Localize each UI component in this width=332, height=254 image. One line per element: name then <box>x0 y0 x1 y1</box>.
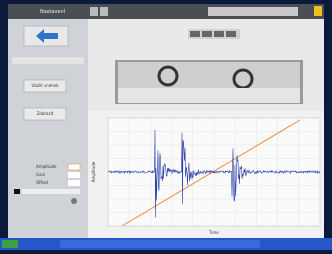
window-title: Nastavení <box>40 8 66 15</box>
field-input[interactable] <box>68 180 80 186</box>
field-label: Gain <box>36 172 46 177</box>
field-input[interactable] <box>68 164 80 170</box>
button-label: Zobrazit <box>37 111 54 116</box>
tab-strip <box>12 57 84 64</box>
image-lower <box>118 88 300 103</box>
nav-button[interactable] <box>214 31 224 37</box>
start-button[interactable] <box>2 240 18 248</box>
corner-icon[interactable] <box>314 6 322 16</box>
field-input[interactable] <box>68 172 80 178</box>
y-axis-label: Amplitude <box>91 161 96 182</box>
nav-button[interactable] <box>202 31 212 37</box>
color-swatch <box>14 189 20 194</box>
button-label: Uložit snímek <box>32 83 60 88</box>
field-label: Offset <box>36 180 48 185</box>
screen: Nastavení Uložit snímek Zobrazit Amplitu… <box>0 0 332 250</box>
toolbar-button[interactable] <box>90 7 98 16</box>
left-panel <box>8 19 88 238</box>
nav-button[interactable] <box>226 31 236 37</box>
toolbar-strip <box>208 7 298 16</box>
taskbar-items <box>60 240 260 248</box>
select[interactable] <box>22 189 80 194</box>
nav-button[interactable] <box>190 31 200 37</box>
toolbar-button[interactable] <box>100 7 108 16</box>
x-axis-label: Time <box>208 230 219 235</box>
icon[interactable] <box>71 198 77 204</box>
sample-image-band <box>118 62 300 88</box>
field-label: Amplitude <box>36 164 57 169</box>
